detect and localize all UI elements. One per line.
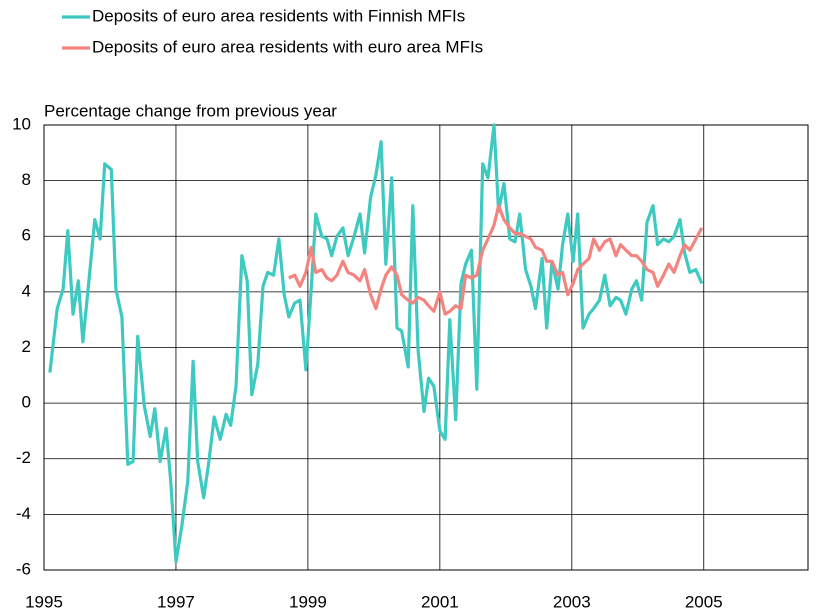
x-tick-label: 2003 bbox=[553, 592, 591, 611]
x-tick-label: 1997 bbox=[157, 592, 195, 611]
x-tick-label: 1999 bbox=[289, 592, 327, 611]
series-line bbox=[48, 123, 704, 564]
y-tick-label: 2 bbox=[22, 337, 31, 356]
x-tick-label: 1995 bbox=[25, 592, 63, 611]
y-tick-label: 0 bbox=[22, 393, 31, 412]
y-axis-label: Percentage change from previous year bbox=[44, 101, 337, 120]
y-tick-label: 8 bbox=[22, 170, 31, 189]
y-tick-label: 10 bbox=[12, 114, 31, 133]
y-tick-label: -6 bbox=[16, 559, 31, 578]
plot-frame bbox=[43, 124, 809, 571]
legend-label: Deposits of euro area residents with Fin… bbox=[92, 6, 465, 25]
y-tick-label: -4 bbox=[16, 504, 31, 523]
x-tick-label: 2001 bbox=[421, 592, 459, 611]
series-line bbox=[288, 204, 704, 316]
legend-label: Deposits of euro area residents with eur… bbox=[92, 37, 483, 56]
x-tick-label: 2005 bbox=[685, 592, 723, 611]
y-tick-label: 4 bbox=[22, 281, 31, 300]
y-tick-label: -2 bbox=[16, 448, 31, 467]
y-tick-label: 6 bbox=[22, 226, 31, 245]
